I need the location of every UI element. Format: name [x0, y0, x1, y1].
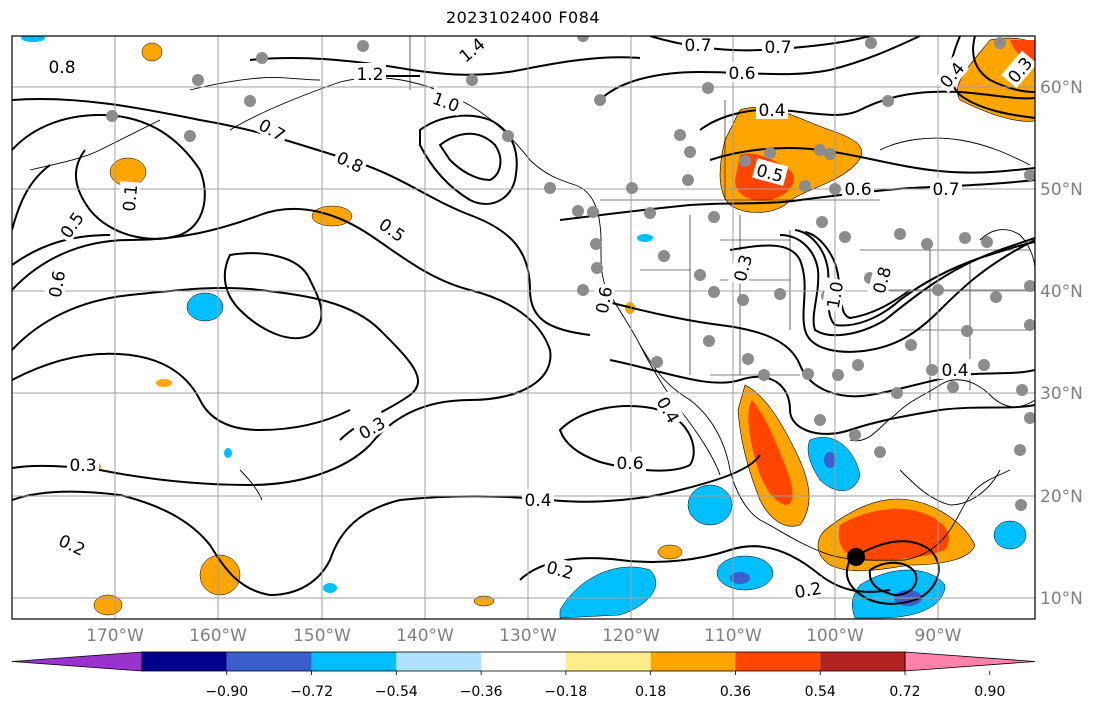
contour-label: 0.7 — [930, 178, 962, 200]
svg-text:0.6: 0.6 — [593, 285, 617, 315]
lon-tick-label: 100°W — [806, 626, 864, 646]
contour-label: 0.4 — [939, 359, 971, 381]
svg-text:0.3: 0.3 — [69, 456, 96, 476]
latitude-labels: 60°N 50°N 40°N 30°N 20°N 10°N — [1040, 78, 1083, 609]
colorbar-tick-label: 0.72 — [889, 684, 920, 700]
colorbar-segment — [650, 652, 736, 671]
svg-text:0.4: 0.4 — [758, 101, 785, 121]
colorbar-tick-label: 0.36 — [720, 684, 751, 700]
contour-labels: 0.8 1.21.41.00.70.80.50.50.60.10.30.30.40… — [43, 36, 1035, 603]
colorbar-segment — [396, 652, 482, 671]
contour-label: 0.4 — [756, 99, 788, 121]
map-title: 2023102400 F084 — [445, 8, 601, 27]
colorbar-tick-label: 0.18 — [635, 684, 666, 700]
colorbar-segment — [481, 652, 566, 671]
contour-label: 0.2 — [542, 555, 579, 584]
contour-label: 0.1 — [117, 181, 142, 215]
svg-text:0.6: 0.6 — [728, 64, 755, 84]
svg-text:1.2: 1.2 — [356, 65, 383, 85]
contour-label: 0.4 — [522, 489, 554, 511]
location-marker — [847, 548, 865, 566]
colorbar-segment — [735, 652, 821, 671]
colorbar-segment — [311, 652, 397, 671]
lat-tick-label: 40°N — [1040, 282, 1083, 302]
svg-text:0.2: 0.2 — [793, 579, 823, 603]
colorbar-tick-label: 0.90 — [974, 684, 1005, 700]
lon-tick-label: 110°W — [704, 626, 762, 646]
contour-label: 1.0 — [821, 277, 848, 313]
contour-label: 0.6 — [842, 178, 874, 200]
colorbar-segment — [226, 652, 312, 671]
political-borders — [409, 36, 1030, 400]
contour-label: 0.3 — [67, 454, 99, 476]
contour-label: 0.6 — [43, 266, 70, 302]
contour-label: 1.2 — [354, 63, 386, 85]
lon-tick-label: 140°W — [396, 626, 454, 646]
colorbar-tick-label: −0.90 — [205, 684, 248, 700]
lat-tick-label: 20°N — [1040, 487, 1083, 507]
map-frame — [11, 35, 1036, 620]
svg-text:0.4: 0.4 — [941, 361, 968, 381]
contour-label: 0.6 — [726, 62, 758, 84]
lon-tick-label: 130°W — [499, 626, 557, 646]
svg-text:0.7: 0.7 — [764, 38, 791, 58]
lon-tick-label: 150°W — [293, 626, 351, 646]
lat-tick-label: 30°N — [1040, 384, 1083, 404]
colorbar-tick-label: −0.54 — [375, 684, 418, 700]
colorbar-tick-label: −0.72 — [290, 684, 333, 700]
lat-lon-grid — [12, 36, 1035, 619]
svg-text:0.4: 0.4 — [524, 491, 551, 511]
contour-label: 0.2 — [790, 576, 826, 603]
lat-tick-label: 10°N — [1040, 589, 1083, 609]
svg-text:0.8: 0.8 — [48, 58, 75, 78]
svg-text:0.7: 0.7 — [684, 36, 711, 56]
lon-tick-label: 160°W — [189, 626, 247, 646]
colorbar-tick-label: −0.36 — [460, 684, 503, 700]
contour-lines — [12, 36, 1035, 605]
contour-label: 0.7 — [762, 36, 794, 58]
lon-tick-label: 120°W — [602, 626, 660, 646]
colorbar-segment — [142, 652, 227, 671]
svg-text:0.6: 0.6 — [844, 180, 871, 200]
svg-text:1.0: 1.0 — [824, 280, 848, 310]
svg-text:0.1: 0.1 — [120, 184, 142, 213]
lat-tick-label: 50°N — [1040, 180, 1083, 200]
contour-label: 0.6 — [590, 282, 617, 318]
contour-label: 0.6 — [614, 452, 646, 474]
colorbar: −0.90 −0.72 −0.54 −0.36 −0.18 0.18 0.36 0.54 0.7… — [11, 651, 1036, 700]
longitude-labels: 170°W 160°W 150°W 140°W 130°W 120°W 110°W 100°W… — [86, 626, 962, 646]
colorbar-tick-label: −0.18 — [544, 684, 587, 700]
svg-text:0.6: 0.6 — [46, 269, 70, 299]
colorbar-segment — [565, 652, 651, 671]
colorbar-tick-label: 0.54 — [805, 684, 836, 700]
lat-tick-label: 60°N — [1040, 78, 1083, 98]
svg-text:0.7: 0.7 — [932, 180, 959, 200]
contour-label: 0.7 — [682, 36, 714, 56]
colorbar-extend-low — [11, 651, 143, 672]
lon-tick-label: 170°W — [86, 626, 144, 646]
station-markers — [106, 36, 1035, 511]
colorbar-extend-high — [904, 651, 1036, 672]
lon-tick-label: 90°W — [915, 626, 962, 646]
contour-label: 0.8 — [46, 56, 78, 78]
colorbar-segment — [820, 652, 905, 671]
svg-text:0.6: 0.6 — [616, 454, 643, 474]
